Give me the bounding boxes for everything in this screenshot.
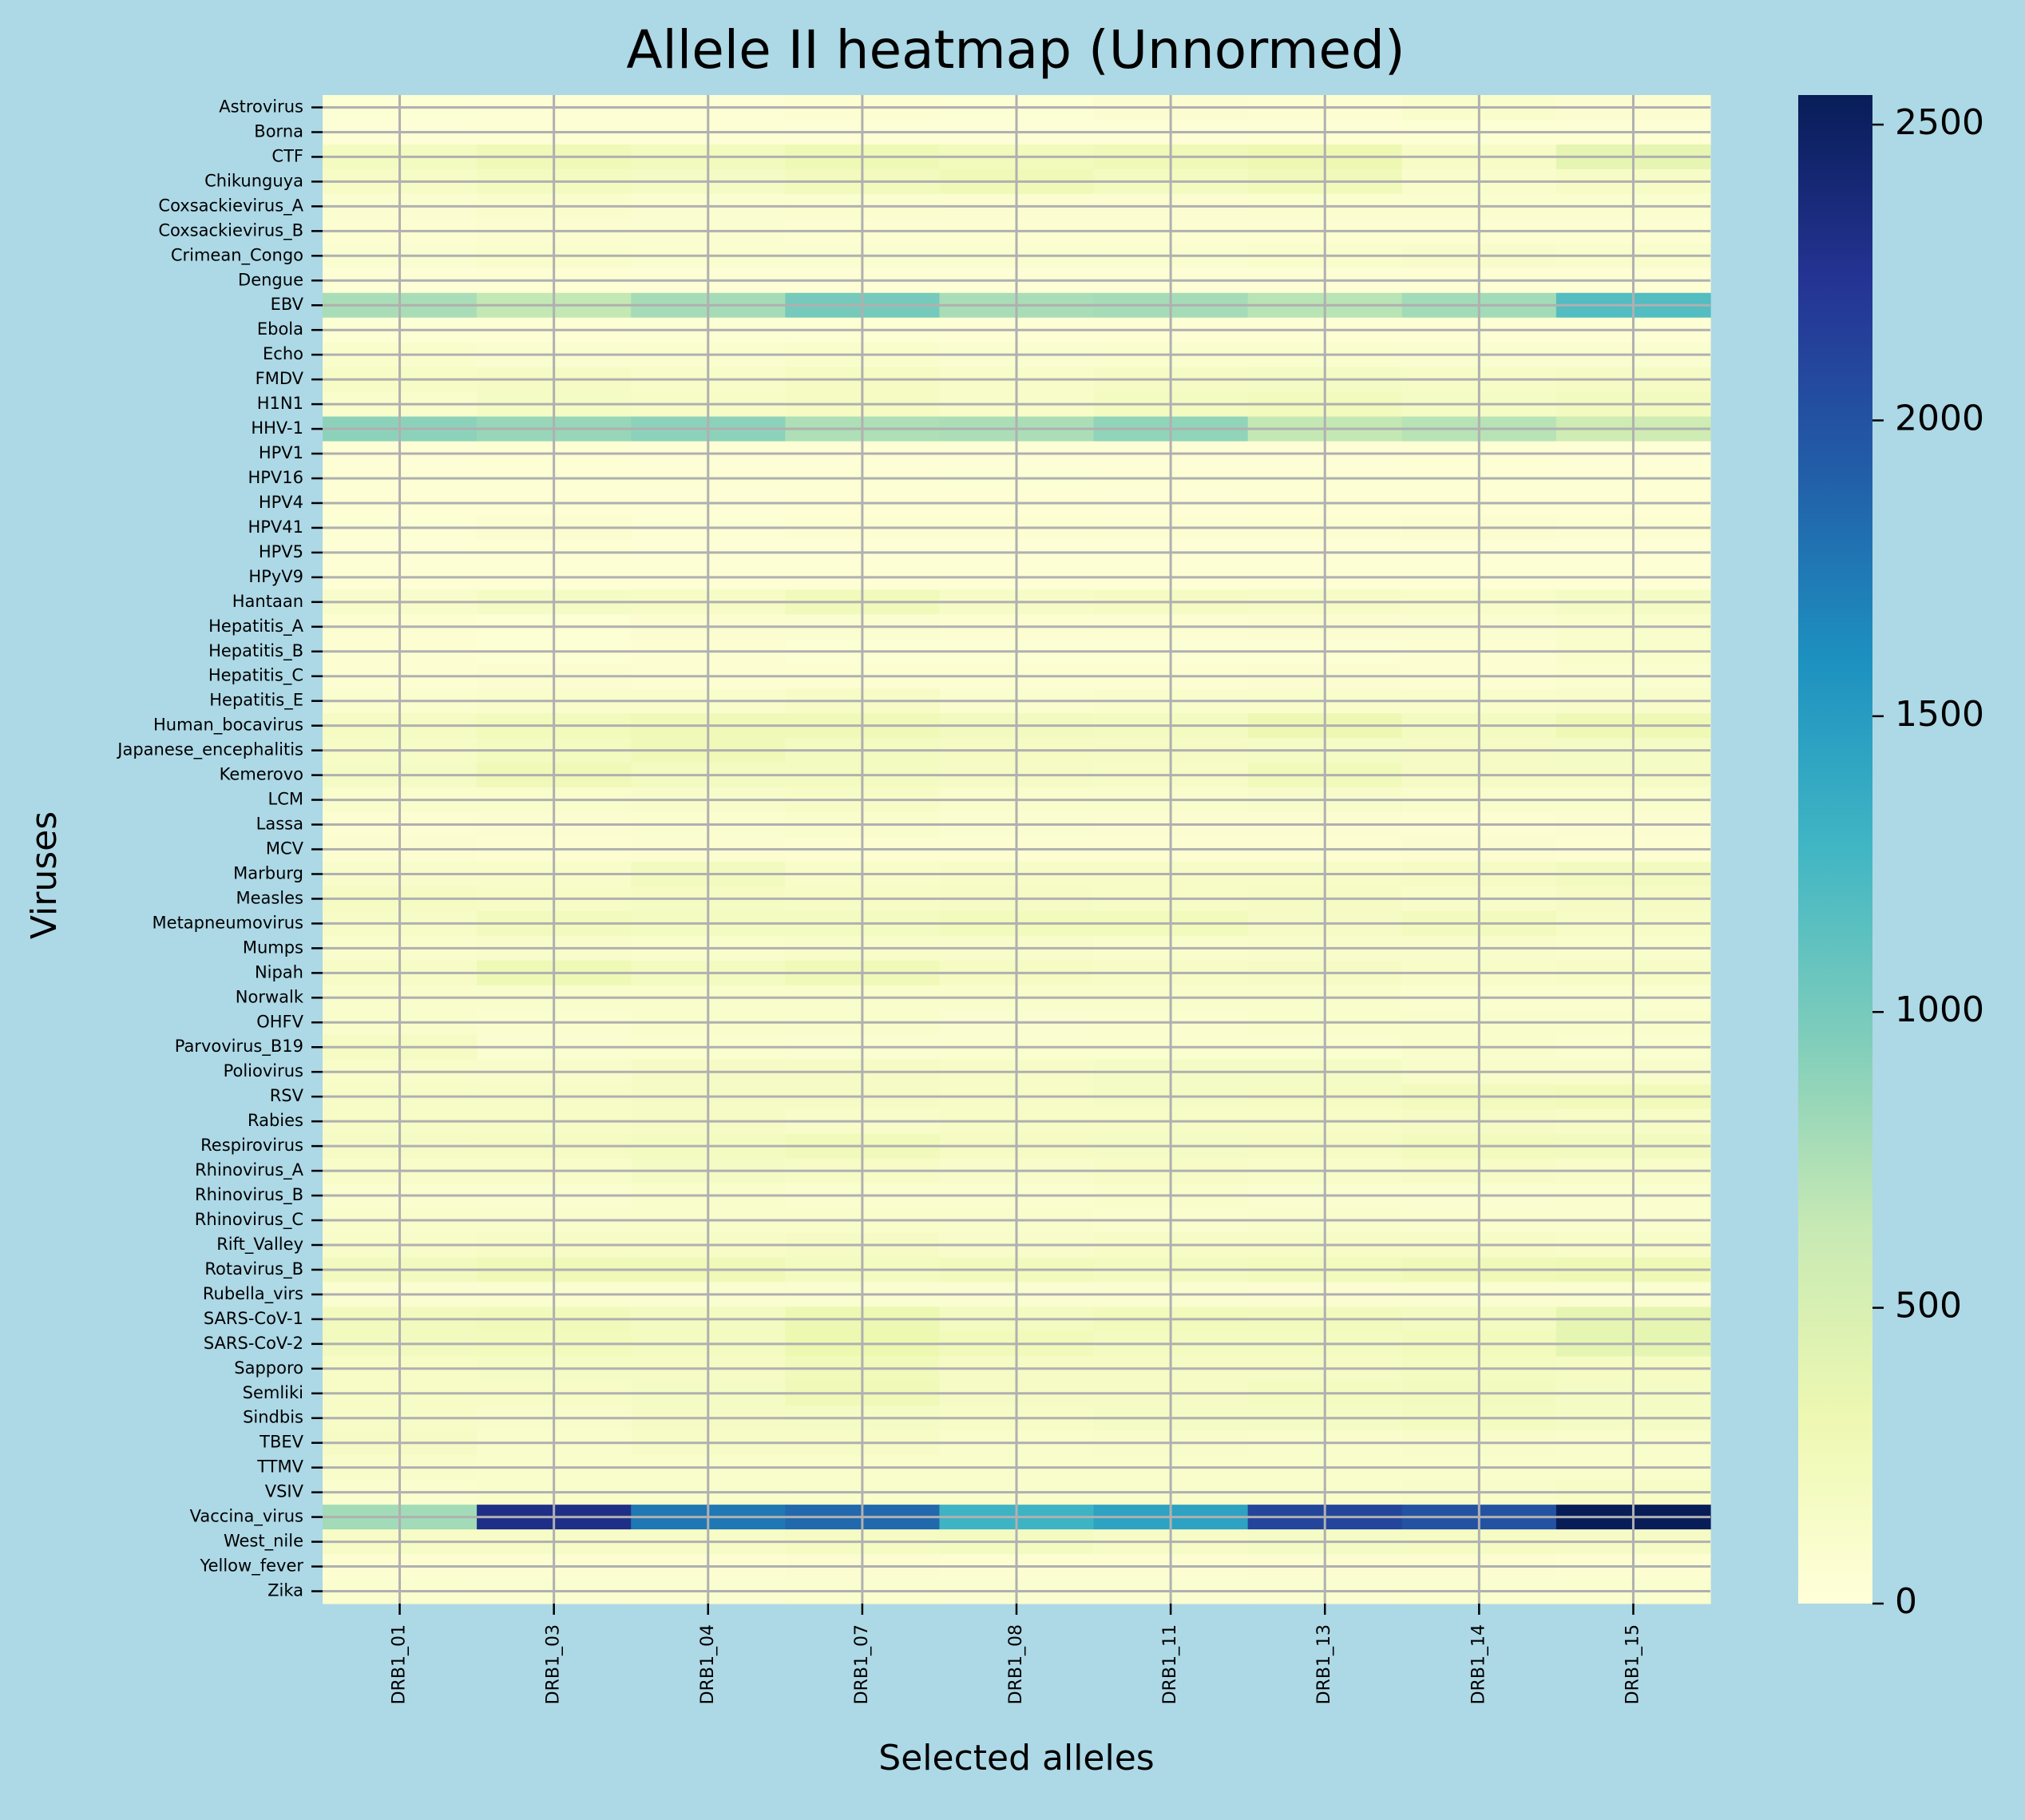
y-tick-label: H1N1 [257, 394, 303, 413]
y-tick-label: Kemerovo [220, 765, 303, 784]
y-axis-label: Viruses [24, 811, 65, 939]
colorbar-tick-label: 1000 [1895, 989, 1984, 1030]
x-tick-label: DRB1_04 [698, 1624, 718, 1704]
y-tick-label: LCM [268, 790, 303, 809]
y-tick-label: Human_bocavirus [153, 716, 303, 736]
colorbar-tick-label: 500 [1895, 1286, 1962, 1326]
y-tick-label: HPV41 [248, 517, 303, 537]
y-tick-label: Yellow_fever [200, 1556, 304, 1576]
grid-lines [323, 95, 1710, 1604]
y-tick-label: Measles [236, 888, 303, 907]
y-tick-label: Hepatitis_A [208, 617, 303, 636]
y-tick-label: HPV16 [248, 468, 303, 487]
y-tick-label: Semliki [243, 1383, 303, 1402]
x-tick-label: DRB1_13 [1314, 1624, 1334, 1704]
y-tick-label: TBEV [259, 1433, 304, 1452]
chart-title: Allele II heatmap (Unnormed) [626, 19, 1405, 81]
colorbar-tick-label: 2000 [1895, 398, 1984, 438]
x-tick-labels: DRB1_01 DRB1_03 DRB1_04 DRB1_07 DRB1_08 DRB1_… [390, 1604, 1643, 1704]
colorbar-tick-label: 0 [1895, 1581, 1917, 1622]
y-tick-label: Metapneumovirus [153, 913, 303, 932]
x-tick-label: DRB1_14 [1468, 1624, 1488, 1704]
y-tick-label: Hepatitis_E [209, 691, 303, 711]
y-tick-label: HPV4 [259, 493, 303, 512]
y-tick-label: HPV5 [259, 542, 303, 561]
colorbar-tick-label: 2500 [1895, 102, 1984, 143]
y-tick-label: Chikunguya [204, 171, 303, 190]
y-tick-label: Rotavirus_B [204, 1259, 303, 1279]
y-tick-label: Sindbis [243, 1408, 303, 1427]
y-tick-label: Hantaan [232, 592, 303, 611]
y-tick-label: MCV [266, 839, 304, 858]
y-tick-label: Hepatitis_B [208, 641, 303, 661]
y-tick-label: HHV-1 [251, 418, 303, 438]
y-tick-label: Poliovirus [224, 1061, 303, 1081]
y-tick-label: Astrovirus [219, 97, 303, 116]
y-tick-label: Borna [254, 121, 303, 141]
y-tick-label: Lassa [256, 815, 303, 834]
y-tick-label: Crimean_Congo [171, 245, 303, 265]
y-tick-label: EBV [271, 295, 304, 314]
y-tick-label: Zika [267, 1581, 303, 1600]
x-tick-label: DRB1_15 [1623, 1624, 1643, 1704]
y-tick-label: Echo [263, 344, 303, 363]
x-tick-label: DRB1_08 [1006, 1624, 1026, 1704]
y-tick-label: Ebola [257, 319, 303, 339]
y-tick-label: Rabies [248, 1111, 303, 1130]
y-tick-label: Hepatitis_C [208, 666, 303, 686]
y-tick-label: VSIV [265, 1482, 304, 1501]
y-tick-label: CTF [271, 146, 303, 165]
y-tick-label: Respirovirus [200, 1136, 303, 1155]
y-tick-label: West_nile [224, 1532, 303, 1552]
y-tick-label: FMDV [256, 369, 304, 388]
y-tick-label: OHFV [256, 1012, 303, 1031]
x-tick-label: DRB1_07 [852, 1624, 872, 1704]
y-tick-label: SARS-CoV-2 [204, 1334, 303, 1353]
y-tick-label: Nipah [255, 962, 303, 981]
colorbar-tick-label: 1500 [1895, 694, 1984, 735]
y-tick-label: Rhinovirus_C [195, 1210, 303, 1230]
y-tick-label: Japanese_encephalitis [116, 740, 303, 760]
y-tick-label: Norwalk [236, 987, 304, 1006]
colorbar-gradient [1798, 95, 1872, 1604]
y-tick-label: Sapporo [234, 1358, 303, 1378]
y-tick-labels: Astrovirus Borna CTF Chikunguya Coxsackievir… [116, 97, 323, 1600]
x-tick-label: DRB1_01 [390, 1624, 410, 1704]
y-tick-label: Rift_Valley [216, 1235, 303, 1255]
x-axis-label: Selected alleles [878, 1738, 1154, 1778]
y-tick-label: Dengue [238, 270, 303, 289]
y-tick-label: Rhinovirus_A [195, 1160, 304, 1180]
y-tick-label: Coxsackievirus_A [158, 196, 303, 216]
y-tick-label: HPyV9 [248, 567, 303, 586]
x-tick-label: DRB1_03 [544, 1624, 564, 1704]
y-tick-label: HPV1 [259, 443, 303, 462]
y-tick-label: RSV [270, 1086, 304, 1105]
y-tick-label: Rubella_virs [203, 1284, 303, 1304]
y-tick-label: Rhinovirus_B [195, 1185, 303, 1205]
x-tick-label: DRB1_11 [1160, 1624, 1180, 1704]
y-tick-label: Mumps [243, 938, 303, 957]
y-tick-label: SARS-CoV-1 [204, 1309, 303, 1328]
y-tick-label: TTMV [256, 1457, 303, 1477]
colorbar: 0 500 1000 1500 2000 2500 [1798, 95, 1984, 1622]
y-tick-label: Marburg [233, 863, 303, 882]
y-tick-label: Coxsackievirus_B [158, 220, 303, 240]
y-tick-label: Vaccina_virus [190, 1507, 303, 1527]
y-tick-label: Parvovirus_B19 [175, 1037, 303, 1057]
